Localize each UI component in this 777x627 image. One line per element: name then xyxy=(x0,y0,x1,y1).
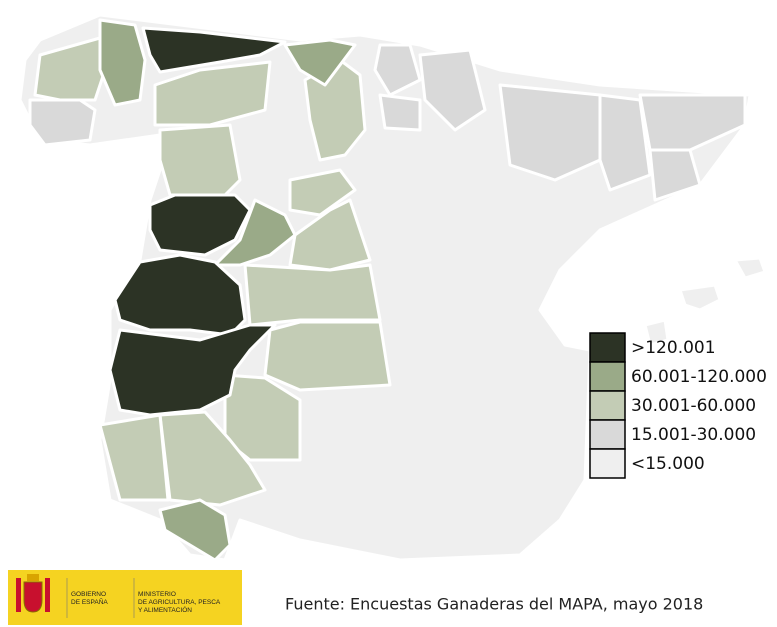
logo-text: GOBIERNO xyxy=(71,591,106,598)
province xyxy=(598,93,652,192)
province xyxy=(108,323,277,417)
logo-background xyxy=(8,570,242,625)
province xyxy=(98,413,170,502)
province xyxy=(288,198,372,272)
island xyxy=(733,256,767,280)
legend-label: <15.000 xyxy=(631,454,705,474)
province xyxy=(263,320,392,392)
legend: >120.001 60.001-120.000 30.001-60.000 15.00… xyxy=(589,332,767,479)
province xyxy=(98,18,147,107)
province xyxy=(418,48,487,132)
source: Fuente: Encuestas Ganaderas del MAPA, ma… xyxy=(285,595,703,614)
legend-label: 30.001-60.000 xyxy=(631,396,756,416)
province xyxy=(158,123,242,197)
logo-text: Y ALIMENTACIÓN xyxy=(138,605,192,614)
province xyxy=(158,498,232,562)
logo-text: DE ESPAÑA xyxy=(71,597,108,606)
province xyxy=(378,93,422,132)
legend-label: >120.001 xyxy=(631,338,716,358)
coat-of-arms xyxy=(16,574,50,613)
province xyxy=(498,83,602,182)
province xyxy=(148,193,252,257)
logo-text: MINISTERIO xyxy=(138,591,176,598)
province xyxy=(648,148,702,202)
legend-swatch xyxy=(589,361,626,392)
province xyxy=(288,168,357,217)
province xyxy=(28,98,97,147)
provinces xyxy=(18,13,767,562)
province xyxy=(283,38,357,87)
legend-swatch xyxy=(589,332,626,363)
province xyxy=(153,60,272,127)
legend-swatch xyxy=(589,419,626,450)
province xyxy=(243,263,382,327)
province xyxy=(373,43,422,97)
province xyxy=(113,253,247,337)
island xyxy=(643,318,670,347)
province xyxy=(213,198,297,267)
legend-swatch xyxy=(589,448,626,479)
legend-swatch xyxy=(589,390,626,421)
legend-label: 15.001-30.000 xyxy=(631,425,756,445)
island xyxy=(678,283,722,312)
province xyxy=(158,410,267,507)
legend-label: 60.001-120.000 xyxy=(631,367,767,387)
province xyxy=(141,26,287,74)
province xyxy=(638,93,747,152)
logo-text: DE AGRICULTURA, PESCA xyxy=(138,599,221,606)
